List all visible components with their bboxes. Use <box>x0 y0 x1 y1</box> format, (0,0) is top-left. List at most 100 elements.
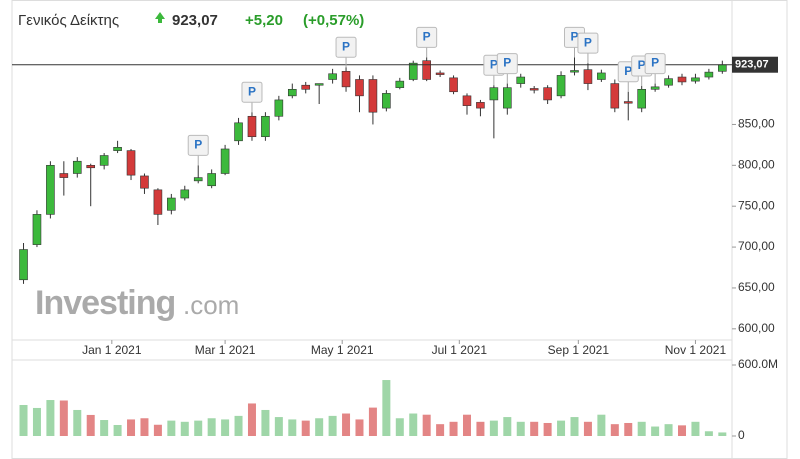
x-tick-label: Sep 1 2021 <box>548 343 610 357</box>
marker-label: P <box>503 56 511 70</box>
marker-box <box>416 26 438 48</box>
candle-body <box>704 71 714 78</box>
candle-body <box>476 102 485 109</box>
candle-body <box>341 71 351 88</box>
y-tick-label: 750,00 <box>738 198 775 212</box>
candle-body <box>72 160 82 174</box>
candle-body <box>556 75 566 97</box>
volume-bar <box>530 421 539 436</box>
candle-body <box>462 95 472 106</box>
marker-label: P <box>638 58 646 72</box>
up-arrow <box>155 12 165 23</box>
candle-body <box>274 99 284 117</box>
volume-bar <box>718 432 727 436</box>
volume-bar <box>167 420 176 436</box>
volume-bar <box>315 418 324 436</box>
volume-bar <box>221 419 230 436</box>
watermark-suffix: .com <box>183 290 239 320</box>
volume-bar <box>140 418 149 436</box>
candle-body <box>516 76 526 84</box>
candle-body <box>623 101 633 104</box>
volume-bar <box>422 414 431 436</box>
volume-bar <box>516 421 525 436</box>
volume-bar <box>153 424 162 436</box>
volume-bar <box>664 424 673 436</box>
candle-body <box>207 173 216 187</box>
volume-bar <box>476 421 485 436</box>
candle-body <box>691 77 700 82</box>
candle-body <box>718 64 727 72</box>
volume-bar <box>288 419 297 436</box>
volume-bar <box>100 420 109 436</box>
marker-box <box>577 32 599 54</box>
volume-bar <box>59 400 68 436</box>
candle-body <box>395 80 405 88</box>
volume-bar <box>180 421 189 436</box>
marker-label: P <box>194 137 202 151</box>
volume-bar <box>409 413 418 436</box>
candle-body <box>503 87 512 109</box>
volume-bar <box>557 420 566 436</box>
candle-body <box>86 165 96 169</box>
watermark: Investing <box>35 284 175 322</box>
change: +5,20 <box>245 12 283 29</box>
candle-body <box>677 76 687 83</box>
x-tick-label: Mar 1 2021 <box>195 343 256 357</box>
y-tick-label: 850,00 <box>738 117 775 131</box>
candle-body <box>126 150 136 176</box>
volume-bar <box>610 424 619 436</box>
candle-body <box>328 73 337 80</box>
volume-bar <box>19 404 28 436</box>
candle-body <box>46 165 55 215</box>
candle-body <box>570 70 579 73</box>
volume-bar <box>624 422 633 436</box>
volume-bar <box>73 409 82 436</box>
candle-body <box>435 72 445 75</box>
candle-body <box>543 87 552 101</box>
volume-bar <box>651 426 660 436</box>
y-tick-label: 700,00 <box>738 239 775 253</box>
volume-bar <box>503 417 512 436</box>
volume-bar <box>234 415 243 436</box>
volume-bar <box>583 421 592 436</box>
candle-body <box>597 72 606 80</box>
candle-body <box>59 173 69 178</box>
candle-body <box>140 175 149 189</box>
candle-body <box>368 79 378 113</box>
candle-body <box>449 77 458 93</box>
candle-body <box>650 86 660 90</box>
candle-body <box>234 122 243 142</box>
volume-bar <box>113 424 122 436</box>
candle-body <box>167 197 176 211</box>
candle-body <box>99 155 109 166</box>
volume-bar <box>543 422 552 436</box>
candle-body <box>382 93 391 109</box>
marker-box <box>187 134 209 156</box>
volume-bar <box>597 414 606 436</box>
volume-bar <box>207 418 216 436</box>
last-price-box <box>732 56 778 73</box>
chart-title: Γενικός Δείκτης <box>18 12 119 29</box>
volume-tick-label: 0 <box>738 428 745 442</box>
volume-bar <box>368 407 377 436</box>
frame <box>11 0 788 459</box>
candle-body <box>583 69 593 84</box>
candle-body <box>355 79 364 97</box>
candle-body <box>637 88 646 109</box>
marker-label: P <box>651 56 659 70</box>
volume-bar <box>436 424 445 436</box>
marker-label: P <box>490 57 498 71</box>
marker-box <box>241 81 263 103</box>
candle-body <box>664 78 673 86</box>
volume-bar <box>462 414 471 436</box>
volume-bar <box>274 417 283 436</box>
marker-box <box>496 53 518 75</box>
y-tick-label: 650,00 <box>738 280 775 294</box>
volume-bar <box>691 421 700 436</box>
candle-body <box>301 84 311 90</box>
last-price-label: 923,07 <box>735 59 769 71</box>
volume-bar <box>301 420 310 436</box>
volume-bar <box>382 380 391 436</box>
marker-label: P <box>342 39 350 53</box>
